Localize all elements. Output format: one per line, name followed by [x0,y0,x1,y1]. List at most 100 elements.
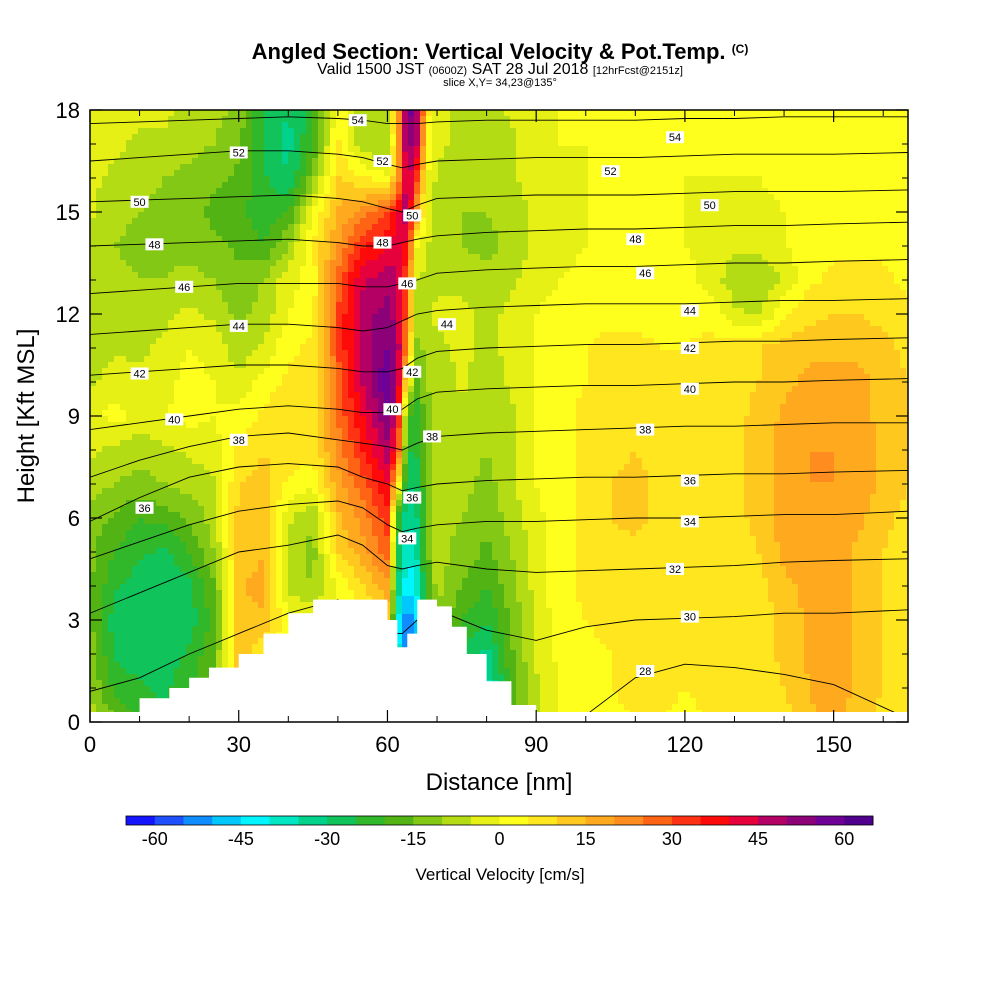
velocity-cell [348,224,355,231]
velocity-cell [132,302,139,309]
velocity-cell [492,230,499,237]
velocity-cell [828,248,835,255]
velocity-cell [384,284,391,291]
velocity-cell [600,110,607,117]
velocity-cell [486,200,493,207]
velocity-cell [726,224,733,231]
velocity-cell [588,272,595,279]
velocity-cell [564,248,571,255]
velocity-cell [630,278,637,285]
velocity-cell [306,284,313,291]
velocity-cell [264,326,271,333]
velocity-cell [462,296,469,303]
velocity-cell [648,206,655,213]
velocity-cell [324,206,331,213]
velocity-cell [144,152,151,159]
velocity-cell [558,206,565,213]
velocity-cell [534,230,541,237]
velocity-cell [546,296,553,303]
velocity-cell [162,170,169,177]
velocity-cell [456,128,463,135]
velocity-cell [882,266,889,273]
velocity-cell [450,164,457,171]
velocity-cell [126,110,133,117]
velocity-cell [492,206,499,213]
velocity-cell [144,140,151,147]
velocity-cell [702,290,709,297]
velocity-cell [438,296,445,303]
velocity-cell [720,170,727,177]
velocity-cell [390,224,397,231]
velocity-cell [204,182,211,189]
velocity-cell [216,320,223,327]
velocity-cell [444,236,451,243]
velocity-cell [570,146,577,153]
velocity-cell [162,176,169,183]
velocity-cell [192,326,199,333]
velocity-cell [270,152,277,159]
velocity-cell [432,314,439,321]
velocity-cell [660,182,667,189]
velocity-cell [396,158,403,165]
velocity-cell [306,224,313,231]
velocity-cell [726,188,733,195]
velocity-cell [618,212,625,219]
velocity-cell [348,314,355,321]
velocity-cell [660,302,667,309]
velocity-cell [270,128,277,135]
velocity-cell [510,182,517,189]
velocity-cell [252,296,259,303]
velocity-cell [360,224,367,231]
velocity-cell [456,242,463,249]
velocity-cell [378,146,385,153]
velocity-cell [792,122,799,129]
velocity-cell [528,248,535,255]
velocity-cell [888,290,895,297]
velocity-cell [810,308,817,315]
velocity-cell [828,242,835,249]
velocity-cell [234,182,241,189]
velocity-cell [258,266,265,273]
velocity-cell [840,248,847,255]
velocity-cell [774,134,781,141]
velocity-cell [174,260,181,267]
velocity-cell [186,272,193,279]
velocity-cell [270,308,277,315]
velocity-cell [762,116,769,123]
velocity-cell [708,188,715,195]
velocity-cell [498,194,505,201]
velocity-cell [750,134,757,141]
velocity-cell [486,296,493,303]
velocity-cell [774,302,781,309]
velocity-cell [366,320,373,327]
velocity-cell [780,296,787,303]
velocity-cell [822,230,829,237]
velocity-cell [516,140,523,147]
velocity-cell [126,170,133,177]
velocity-cell [672,278,679,285]
velocity-cell [246,206,253,213]
velocity-cell [462,200,469,207]
velocity-cell [210,266,217,273]
velocity-cell [612,302,619,309]
velocity-cell [336,302,343,309]
velocity-cell [834,146,841,153]
velocity-cell [876,164,883,171]
velocity-cell [258,146,265,153]
velocity-cell [354,260,361,267]
velocity-cell [462,188,469,195]
velocity-cell [432,254,439,261]
velocity-cell [600,116,607,123]
velocity-cell [876,206,883,213]
velocity-cell [810,242,817,249]
velocity-cell [312,272,319,279]
velocity-cell [696,188,703,195]
velocity-cell [426,146,433,153]
velocity-cell [642,164,649,171]
velocity-cell [882,242,889,249]
velocity-cell [660,236,667,243]
velocity-cell [540,290,547,297]
velocity-cell [120,260,127,267]
velocity-cell [504,170,511,177]
velocity-cell [336,110,343,117]
